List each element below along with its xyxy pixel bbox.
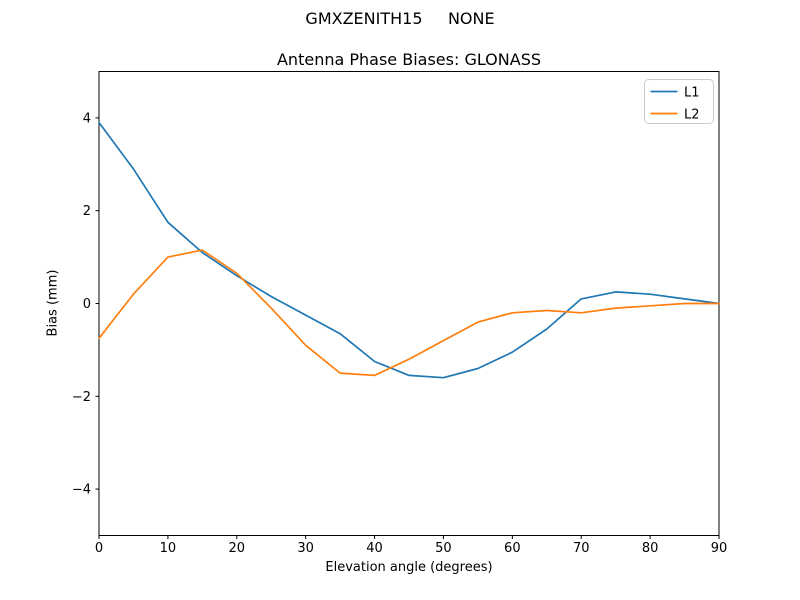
x-tick-label: 10 <box>160 541 177 556</box>
y-tick-label: 0 <box>83 297 91 312</box>
y-tick-label: −4 <box>72 483 91 498</box>
x-tick-label: 80 <box>642 541 659 556</box>
y-tick-label: 2 <box>83 204 91 219</box>
legend-label-l1: L1 <box>684 86 700 101</box>
figure-suptitle: GMXZENITH15 NONE <box>305 9 495 28</box>
x-tick-label: 40 <box>366 541 383 556</box>
plot-area <box>98 71 720 536</box>
legend-box <box>644 79 714 124</box>
x-tick-label: 50 <box>435 541 452 556</box>
legend: L1 L2 <box>644 79 714 124</box>
y-tick-label: 4 <box>83 111 91 126</box>
series-line-L2 <box>98 249 720 377</box>
y-tick-label: −2 <box>72 390 91 405</box>
y-axis-label: Bias (mm) <box>45 269 61 337</box>
x-axis-label: Elevation angle (degrees) <box>325 560 493 575</box>
axis-ticks: 0 10 20 30 40 50 60 70 80 90 −4 −2 0 2 4 <box>72 111 727 556</box>
legend-label-l2: L2 <box>684 108 700 123</box>
x-tick-label: 70 <box>573 541 590 556</box>
chart-title: Antenna Phase Biases: GLONASS <box>276 50 541 69</box>
x-tick-label: 0 <box>95 541 103 556</box>
x-tick-label: 20 <box>229 541 246 556</box>
x-tick-label: 60 <box>504 541 521 556</box>
x-tick-label: 30 <box>297 541 314 556</box>
x-tick-label: 90 <box>711 541 728 556</box>
series-lines <box>98 121 720 379</box>
series-line-L1 <box>98 121 720 379</box>
